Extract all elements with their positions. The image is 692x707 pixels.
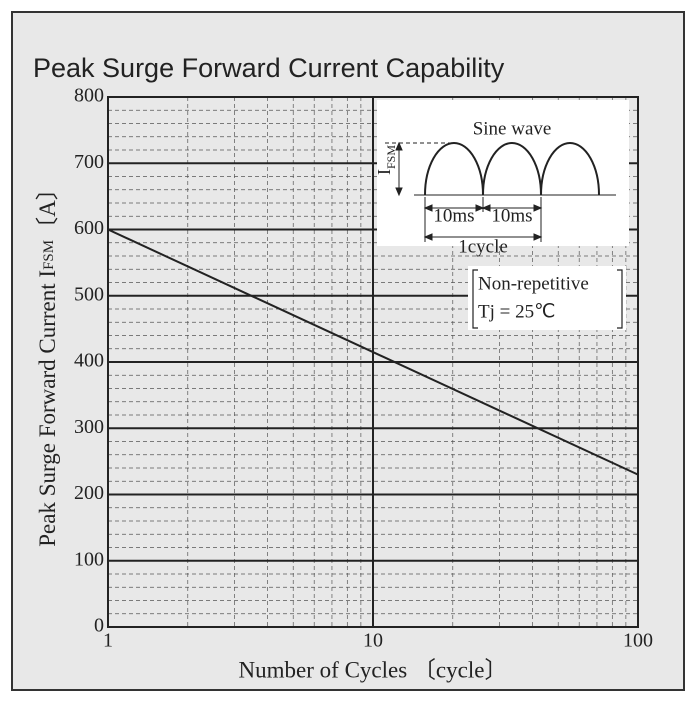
x-tick-label: 100 [623,630,653,652]
x-axis-label: Number of Cycles 〔cycle〕 [239,657,508,682]
y-tick-label: 0 [94,615,104,637]
half-label: 10ms [433,205,474,226]
peak-label: I [374,169,394,175]
cycle-label: 1cycle [458,236,508,257]
y-axis-label: Peak Surge Forward Current IFSM〔A〕 [35,177,60,546]
x-tick-label: 10 [363,630,383,652]
conditions-box [468,266,626,330]
half-label: 10ms [491,205,532,226]
plot-frame [107,96,639,628]
condition: Non-repetitive [478,273,589,294]
y-tick-label: 800 [74,85,104,107]
wave-title: Sine wave [473,118,552,139]
peak-sub: FSM [384,145,398,169]
y-tick-label: 100 [74,548,104,570]
inset [377,100,629,246]
y-tick-label: 300 [74,416,104,438]
data-line [107,228,639,476]
bracket [472,269,623,329]
x-tick-label: 1 [103,630,113,652]
condition: Tj = 25℃ [478,301,555,322]
sine-wave [414,142,616,196]
y-tick-label: 600 [74,217,104,239]
y-tick-label: 500 [74,283,104,305]
y-tick-label: 700 [74,151,104,173]
chart-title: Peak Surge Forward Current Capability [33,53,505,83]
dimensions [385,141,543,242]
y-tick-label: 400 [74,350,104,372]
y-tick-label: 200 [74,482,104,504]
